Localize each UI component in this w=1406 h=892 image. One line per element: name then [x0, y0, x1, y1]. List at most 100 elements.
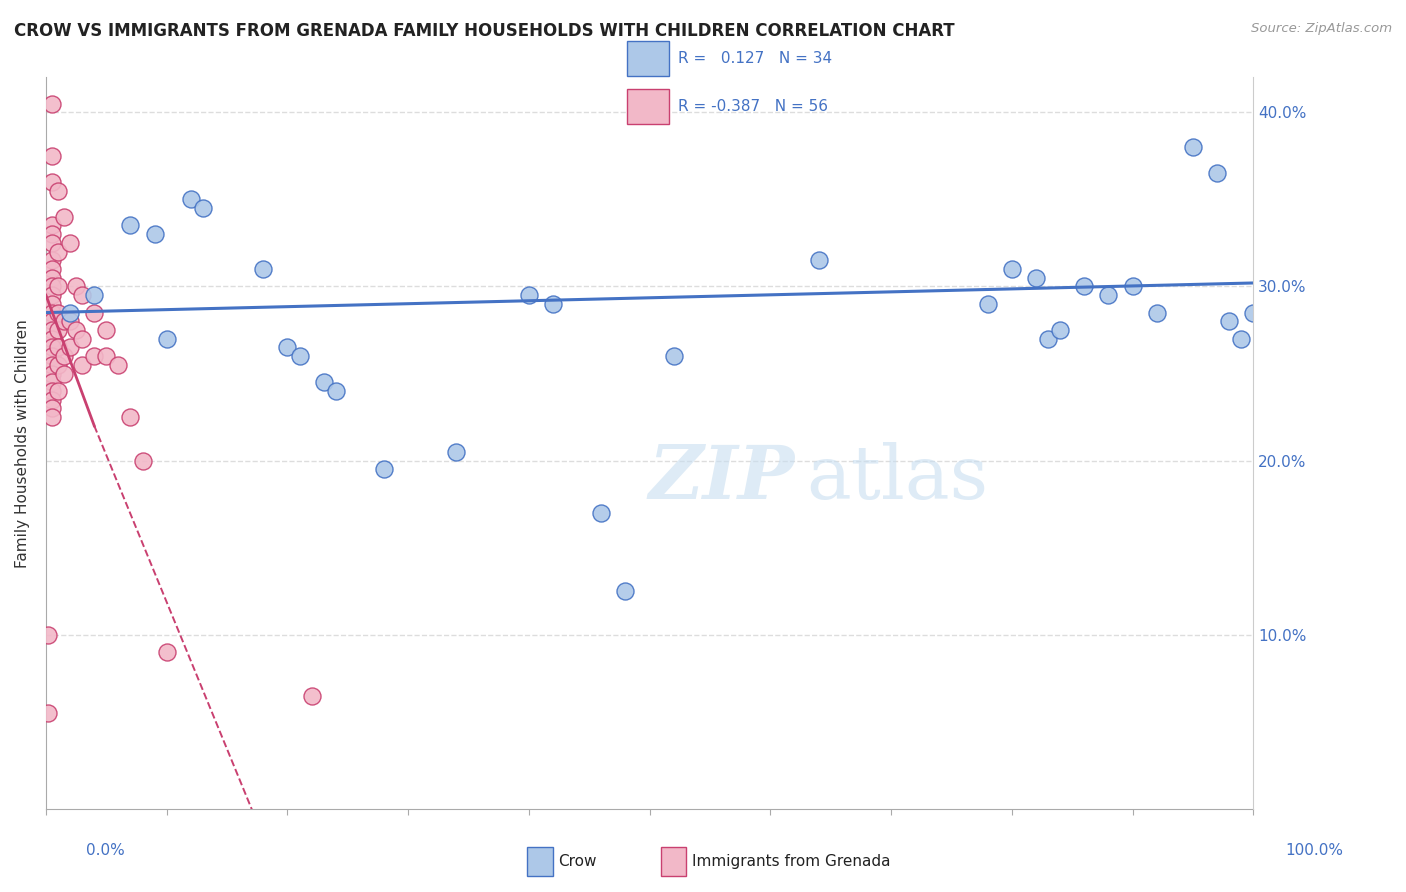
Point	[591, 506, 613, 520]
Point	[976, 297, 998, 311]
Point	[46, 358, 69, 372]
Point	[41, 401, 63, 416]
Point	[107, 358, 129, 372]
Text: Immigrants from Grenada: Immigrants from Grenada	[692, 855, 890, 869]
Point	[53, 349, 76, 363]
Point	[46, 340, 69, 354]
Point	[37, 628, 59, 642]
Point	[41, 149, 63, 163]
Point	[41, 376, 63, 390]
Y-axis label: Family Households with Children: Family Households with Children	[15, 318, 30, 567]
Point	[65, 323, 87, 337]
Point	[41, 314, 63, 328]
Point	[541, 297, 564, 311]
Text: Crow: Crow	[558, 855, 596, 869]
Point	[1001, 262, 1024, 277]
Point	[191, 201, 214, 215]
Point	[96, 323, 118, 337]
Text: 100.0%: 100.0%	[1285, 843, 1344, 858]
Point	[1049, 323, 1071, 337]
Point	[96, 349, 118, 363]
Point	[446, 445, 468, 459]
Point	[41, 384, 63, 398]
Point	[517, 288, 540, 302]
Point	[1146, 305, 1168, 319]
Point	[59, 340, 82, 354]
Point	[46, 305, 69, 319]
Point	[65, 279, 87, 293]
Bar	[627, 42, 669, 77]
Point	[41, 410, 63, 425]
Point	[131, 453, 153, 467]
Point	[83, 349, 105, 363]
Point	[53, 314, 76, 328]
Point	[120, 410, 142, 425]
Point	[143, 227, 166, 242]
Point	[70, 358, 93, 372]
Point	[120, 219, 142, 233]
Point	[1122, 279, 1144, 293]
Text: atlas: atlas	[807, 442, 988, 515]
Point	[46, 244, 69, 259]
Point	[1230, 332, 1253, 346]
Point	[614, 584, 637, 599]
Point	[41, 270, 63, 285]
Point	[41, 392, 63, 407]
Point	[46, 384, 69, 398]
Point	[41, 253, 63, 268]
Point	[252, 262, 274, 277]
Point	[41, 349, 63, 363]
Point	[70, 332, 93, 346]
Point	[41, 262, 63, 277]
Point	[41, 305, 63, 319]
Point	[1206, 166, 1229, 180]
Text: R =   0.127   N = 34: R = 0.127 N = 34	[678, 52, 832, 66]
Point	[83, 288, 105, 302]
Point	[180, 193, 202, 207]
Point	[41, 96, 63, 111]
Point	[41, 288, 63, 302]
Point	[41, 323, 63, 337]
Point	[70, 288, 93, 302]
Point	[807, 253, 830, 268]
Text: ZIP: ZIP	[648, 442, 794, 515]
Point	[288, 349, 311, 363]
Point	[156, 645, 179, 659]
Point	[37, 706, 59, 721]
Text: CROW VS IMMIGRANTS FROM GRENADA FAMILY HOUSEHOLDS WITH CHILDREN CORRELATION CHAR: CROW VS IMMIGRANTS FROM GRENADA FAMILY H…	[14, 22, 955, 40]
Point	[59, 314, 82, 328]
Point	[1097, 288, 1119, 302]
Point	[41, 297, 63, 311]
Bar	[627, 88, 669, 124]
Point	[41, 175, 63, 189]
Point	[1025, 270, 1047, 285]
Point	[662, 349, 685, 363]
Point	[156, 332, 179, 346]
Point	[1218, 314, 1240, 328]
Point	[53, 210, 76, 224]
Point	[41, 227, 63, 242]
Point	[1241, 305, 1264, 319]
Point	[59, 235, 82, 250]
Point	[1036, 332, 1059, 346]
Point	[301, 689, 323, 703]
Text: Source: ZipAtlas.com: Source: ZipAtlas.com	[1251, 22, 1392, 36]
Point	[41, 367, 63, 381]
Point	[41, 358, 63, 372]
Point	[46, 184, 69, 198]
Point	[83, 305, 105, 319]
Point	[41, 279, 63, 293]
Point	[325, 384, 347, 398]
Point	[1181, 140, 1204, 154]
Point	[373, 462, 395, 476]
Point	[1073, 279, 1095, 293]
Point	[41, 219, 63, 233]
Point	[41, 340, 63, 354]
Point	[312, 376, 335, 390]
Text: R = -0.387   N = 56: R = -0.387 N = 56	[678, 99, 828, 113]
Text: 0.0%: 0.0%	[86, 843, 125, 858]
Point	[59, 305, 82, 319]
Point	[41, 332, 63, 346]
Point	[46, 279, 69, 293]
Point	[41, 235, 63, 250]
